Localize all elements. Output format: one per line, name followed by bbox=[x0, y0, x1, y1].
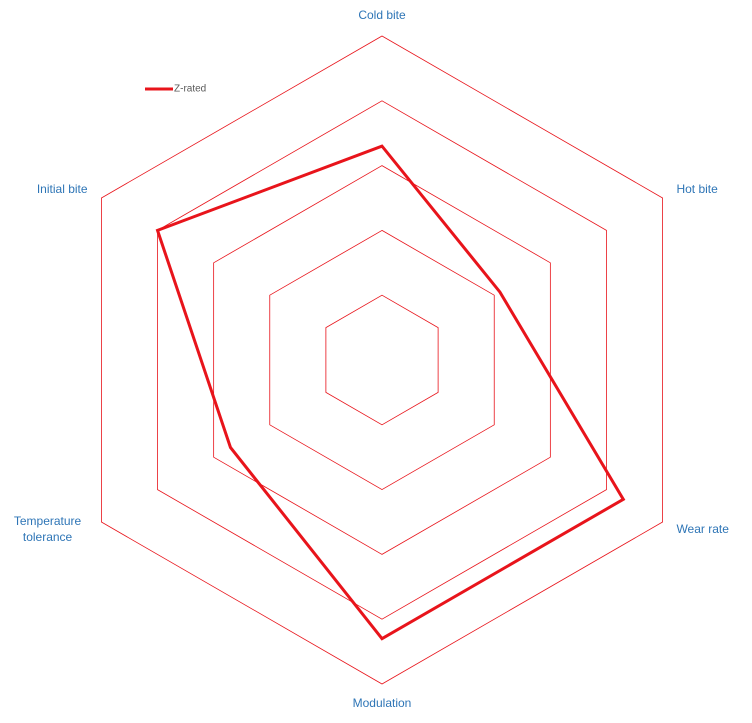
axis-label: Temperature tolerance bbox=[14, 514, 82, 544]
axis-label: Initial bite bbox=[37, 182, 88, 196]
grid-ring bbox=[101, 35, 663, 685]
axis-label: Hot bite bbox=[676, 182, 718, 196]
grid-ring bbox=[269, 229, 495, 491]
series-line bbox=[155, 144, 626, 641]
axis-label-line: Temperature bbox=[14, 514, 82, 528]
axis-label: Cold bite bbox=[358, 8, 406, 22]
grid-ring bbox=[213, 165, 551, 555]
axis-label-line: tolerance bbox=[23, 530, 73, 544]
legend-label: Z-rated bbox=[174, 84, 206, 95]
axis-label: Modulation bbox=[353, 696, 412, 710]
grid-ring bbox=[325, 294, 439, 426]
axis-label: Wear rate bbox=[676, 522, 729, 536]
